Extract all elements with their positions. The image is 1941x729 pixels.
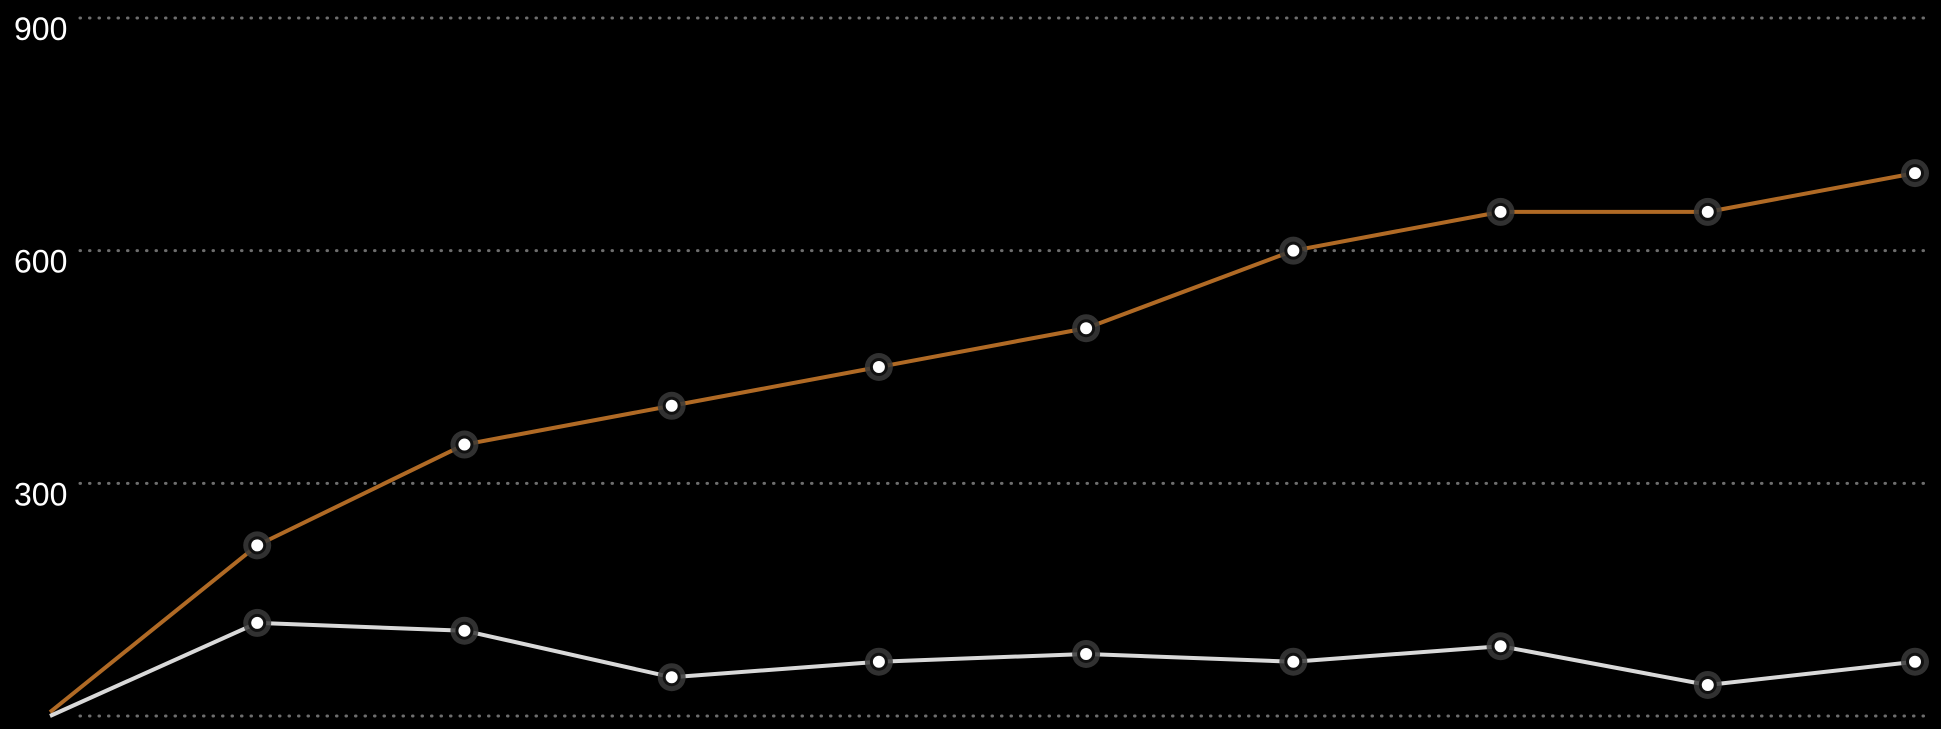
y-tick-label: 300 [14,476,67,512]
series-line-2 [49,620,1916,718]
data-point-s2-6 [1287,655,1300,668]
data-points [243,159,1929,699]
data-point-s1-4 [872,361,885,373]
data-point-s2-4 [872,655,885,668]
y-tick-label: 600 [14,244,67,280]
data-point-s1-2 [458,438,471,451]
data-point-s1-3 [665,399,678,412]
data-point-s1-7 [1494,205,1507,218]
data-point-s1-8 [1701,205,1714,218]
gridlines [78,16,1932,718]
data-point-s1-1 [251,539,264,552]
data-point-s1-9 [1909,167,1921,180]
y-tick-label: 900 [14,11,67,47]
data-point-s2-1 [251,616,264,629]
data-point-s1-5 [1080,322,1093,335]
data-point-s2-5 [1080,647,1093,660]
series-lines [48,171,1916,718]
series-line-1 [48,171,1916,714]
data-point-s2-2 [458,624,471,637]
data-point-s2-3 [665,671,678,684]
data-point-s2-9 [1909,655,1921,668]
data-point-s1-6 [1287,244,1300,257]
y-axis-labels: 900 600 300 [14,11,67,512]
data-point-s2-8 [1701,678,1714,691]
data-point-s2-7 [1494,640,1507,653]
